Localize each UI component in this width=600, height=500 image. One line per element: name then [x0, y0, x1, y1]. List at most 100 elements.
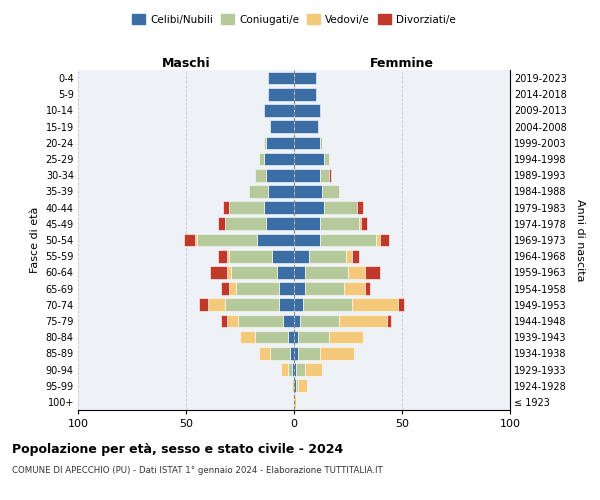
- Bar: [305, 282, 344, 295]
- Bar: [283, 314, 294, 328]
- Bar: [290, 347, 294, 360]
- Bar: [232, 266, 277, 278]
- Bar: [294, 152, 324, 166]
- Bar: [236, 282, 279, 295]
- Bar: [218, 250, 227, 262]
- Bar: [227, 314, 238, 328]
- Bar: [320, 347, 355, 360]
- Bar: [359, 218, 361, 230]
- Bar: [294, 250, 309, 262]
- Bar: [294, 298, 302, 311]
- Bar: [264, 104, 294, 117]
- Bar: [268, 72, 294, 85]
- Bar: [296, 363, 305, 376]
- Text: Popolazione per età, sesso e stato civile - 2024: Popolazione per età, sesso e stato civil…: [12, 442, 343, 456]
- Bar: [294, 104, 320, 117]
- Bar: [365, 266, 380, 278]
- Bar: [294, 218, 320, 230]
- Bar: [218, 218, 225, 230]
- Bar: [398, 298, 404, 311]
- Bar: [294, 363, 296, 376]
- Bar: [298, 331, 329, 344]
- Bar: [320, 218, 359, 230]
- Bar: [264, 202, 294, 214]
- Bar: [376, 234, 380, 246]
- Bar: [294, 202, 324, 214]
- Bar: [324, 152, 329, 166]
- Text: Femmine: Femmine: [370, 57, 434, 70]
- Bar: [356, 202, 363, 214]
- Bar: [229, 202, 264, 214]
- Text: Maschi: Maschi: [161, 57, 211, 70]
- Bar: [320, 136, 322, 149]
- Bar: [223, 202, 229, 214]
- Bar: [270, 120, 294, 133]
- Bar: [298, 347, 320, 360]
- Bar: [227, 250, 229, 262]
- Bar: [361, 218, 367, 230]
- Bar: [208, 298, 225, 311]
- Bar: [268, 88, 294, 101]
- Bar: [287, 363, 292, 376]
- Bar: [348, 266, 365, 278]
- Bar: [296, 380, 298, 392]
- Bar: [292, 363, 294, 376]
- Bar: [305, 266, 348, 278]
- Bar: [266, 136, 294, 149]
- Bar: [294, 185, 322, 198]
- Bar: [320, 234, 376, 246]
- Bar: [380, 234, 389, 246]
- Bar: [294, 120, 318, 133]
- Bar: [268, 185, 294, 198]
- Bar: [227, 266, 232, 278]
- Bar: [229, 282, 236, 295]
- Bar: [294, 331, 298, 344]
- Bar: [352, 250, 359, 262]
- Bar: [264, 136, 266, 149]
- Bar: [277, 266, 294, 278]
- Bar: [294, 282, 305, 295]
- Bar: [387, 314, 391, 328]
- Bar: [194, 234, 197, 246]
- Bar: [255, 331, 287, 344]
- Bar: [199, 298, 208, 311]
- Bar: [298, 380, 307, 392]
- Bar: [240, 331, 255, 344]
- Bar: [294, 314, 301, 328]
- Bar: [305, 363, 322, 376]
- Bar: [259, 347, 270, 360]
- Bar: [292, 380, 294, 392]
- Bar: [294, 234, 320, 246]
- Bar: [301, 314, 340, 328]
- Bar: [229, 250, 272, 262]
- Bar: [287, 331, 294, 344]
- Bar: [221, 282, 229, 295]
- Bar: [322, 185, 340, 198]
- Bar: [329, 169, 331, 181]
- Bar: [279, 298, 294, 311]
- Bar: [197, 234, 257, 246]
- Bar: [264, 152, 294, 166]
- Bar: [221, 314, 227, 328]
- Bar: [320, 169, 329, 181]
- Text: COMUNE DI APECCHIO (PU) - Dati ISTAT 1° gennaio 2024 - Elaborazione TUTTITALIA.I: COMUNE DI APECCHIO (PU) - Dati ISTAT 1° …: [12, 466, 383, 475]
- Bar: [294, 72, 316, 85]
- Y-axis label: Anni di nascita: Anni di nascita: [575, 198, 586, 281]
- Bar: [272, 250, 294, 262]
- Bar: [294, 347, 298, 360]
- Bar: [294, 380, 296, 392]
- Bar: [324, 202, 356, 214]
- Bar: [257, 234, 294, 246]
- Bar: [184, 234, 194, 246]
- Bar: [294, 266, 305, 278]
- Bar: [248, 185, 268, 198]
- Bar: [294, 136, 320, 149]
- Bar: [281, 363, 287, 376]
- Bar: [266, 218, 294, 230]
- Bar: [279, 282, 294, 295]
- Bar: [266, 169, 294, 181]
- Y-axis label: Fasce di età: Fasce di età: [30, 207, 40, 273]
- Bar: [329, 331, 363, 344]
- Legend: Celibi/Nubili, Coniugati/e, Vedovi/e, Divorziati/e: Celibi/Nubili, Coniugati/e, Vedovi/e, Di…: [128, 10, 460, 29]
- Bar: [344, 282, 365, 295]
